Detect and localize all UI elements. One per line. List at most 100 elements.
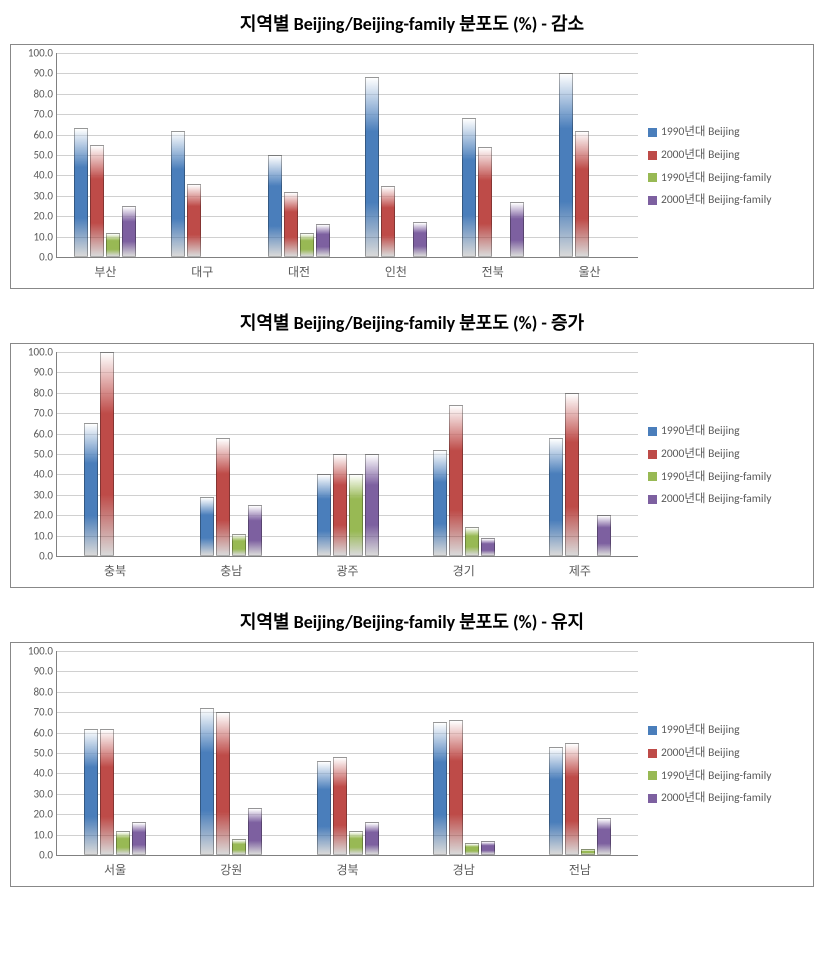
bar — [268, 155, 282, 257]
bar — [84, 423, 98, 556]
bar — [232, 839, 246, 855]
legend-item: 1990년대 Beijing — [648, 126, 807, 139]
ytick-label: 40.0 — [33, 468, 57, 481]
bar-fill — [116, 831, 130, 855]
bar-group: 대전 — [251, 53, 348, 257]
bar-fill — [132, 822, 146, 855]
legend-item: 2000년대 Beijing-family — [648, 792, 807, 805]
bar — [216, 438, 230, 556]
chart-title: 지역별 Beijing/Beijing-family 분포도 (%) - 감소 — [10, 10, 814, 36]
legend: 1990년대 Beijing2000년대 Beijing1990년대 Beiji… — [638, 344, 813, 587]
bar — [333, 757, 347, 855]
bar-fill — [381, 186, 395, 257]
legend-label: 2000년대 Beijing-family — [661, 194, 771, 207]
bar — [433, 450, 447, 556]
bar — [116, 831, 130, 855]
bar — [481, 538, 495, 556]
chart-container: 0.010.020.030.040.050.060.070.080.090.01… — [10, 343, 814, 588]
xtick-label: 전북 — [482, 263, 504, 280]
legend-label: 1990년대 Beijing-family — [661, 172, 771, 185]
bar — [132, 822, 146, 855]
ytick-label: 0.0 — [39, 251, 57, 264]
legend-label: 2000년대 Beijing — [661, 448, 740, 461]
bar — [74, 128, 88, 257]
bar-fill — [84, 423, 98, 556]
legend-item: 1990년대 Beijing-family — [648, 770, 807, 783]
ytick-label: 90.0 — [33, 665, 57, 678]
charts-root: 지역별 Beijing/Beijing-family 분포도 (%) - 감소 0… — [10, 10, 814, 887]
bar-fill — [122, 206, 136, 257]
ytick-label: 90.0 — [33, 366, 57, 379]
bar — [365, 822, 379, 855]
chart-block: 지역별 Beijing/Beijing-family 분포도 (%) - 감소 0… — [10, 10, 814, 289]
bar-group: 인천 — [347, 53, 444, 257]
xtick-label: 전남 — [569, 861, 591, 878]
bar-fill — [316, 224, 330, 257]
bar-fill — [200, 708, 214, 855]
bar — [462, 118, 476, 257]
bar — [481, 841, 495, 855]
xtick-label: 제주 — [569, 562, 591, 579]
bar-group: 강원 — [173, 651, 289, 855]
bar-fill — [575, 131, 589, 257]
ytick-label: 60.0 — [33, 427, 57, 440]
xtick-label: 경기 — [453, 562, 475, 579]
ytick-label: 20.0 — [33, 808, 57, 821]
legend-item: 2000년대 Beijing-family — [648, 194, 807, 207]
bar-fill — [549, 438, 563, 556]
bar-fill — [216, 712, 230, 855]
bar — [349, 474, 363, 556]
bar-fill — [413, 222, 427, 257]
legend-swatch — [648, 450, 657, 459]
xtick-label: 충북 — [104, 562, 126, 579]
bar — [433, 722, 447, 855]
legend-swatch — [648, 151, 657, 160]
bar-fill — [268, 155, 282, 257]
ytick-label: 60.0 — [33, 128, 57, 141]
bar — [597, 515, 611, 556]
bar-group: 충북 — [57, 352, 173, 556]
bar-fill — [565, 393, 579, 556]
bar-fill — [565, 743, 579, 855]
bar-group: 제주 — [522, 352, 638, 556]
ytick-label: 30.0 — [33, 488, 57, 501]
bar-fill — [317, 474, 331, 556]
bar — [565, 743, 579, 855]
ytick-label: 100.0 — [28, 645, 57, 658]
bar — [381, 186, 395, 257]
bar — [248, 808, 262, 855]
bar-fill — [300, 233, 314, 257]
bar-group: 부산 — [57, 53, 154, 257]
bar-fill — [481, 841, 495, 855]
bar — [365, 454, 379, 556]
bar-fill — [187, 184, 201, 257]
bar — [549, 747, 563, 855]
bar-fill — [100, 729, 114, 855]
xtick-label: 부산 — [94, 263, 116, 280]
chart-title: 지역별 Beijing/Beijing-family 분포도 (%) - 증가 — [10, 309, 814, 335]
bar-fill — [433, 722, 447, 855]
bar-group: 충남 — [173, 352, 289, 556]
bar — [478, 147, 492, 257]
bar — [232, 534, 246, 556]
chart-container: 0.010.020.030.040.050.060.070.080.090.01… — [10, 44, 814, 289]
bar-fill — [349, 831, 363, 855]
legend-label: 2000년대 Beijing — [661, 747, 740, 760]
bar-fill — [449, 405, 463, 556]
bar — [317, 474, 331, 556]
bar — [248, 505, 262, 556]
plot-area: 0.010.020.030.040.050.060.070.080.090.01… — [56, 651, 638, 856]
legend-label: 1990년대 Beijing-family — [661, 471, 771, 484]
legend-swatch — [648, 794, 657, 803]
legend-swatch — [648, 749, 657, 758]
legend-item: 2000년대 Beijing — [648, 747, 807, 760]
ytick-label: 100.0 — [28, 47, 57, 60]
bar-fill — [478, 147, 492, 257]
bar-group: 경북 — [289, 651, 405, 855]
chart-block: 지역별 Beijing/Beijing-family 분포도 (%) - 증가0… — [10, 309, 814, 588]
legend-label: 1990년대 Beijing — [661, 724, 740, 737]
bar-group: 울산 — [541, 53, 638, 257]
bar-group: 경기 — [406, 352, 522, 556]
legend-swatch — [648, 427, 657, 436]
bar-group: 전남 — [522, 651, 638, 855]
